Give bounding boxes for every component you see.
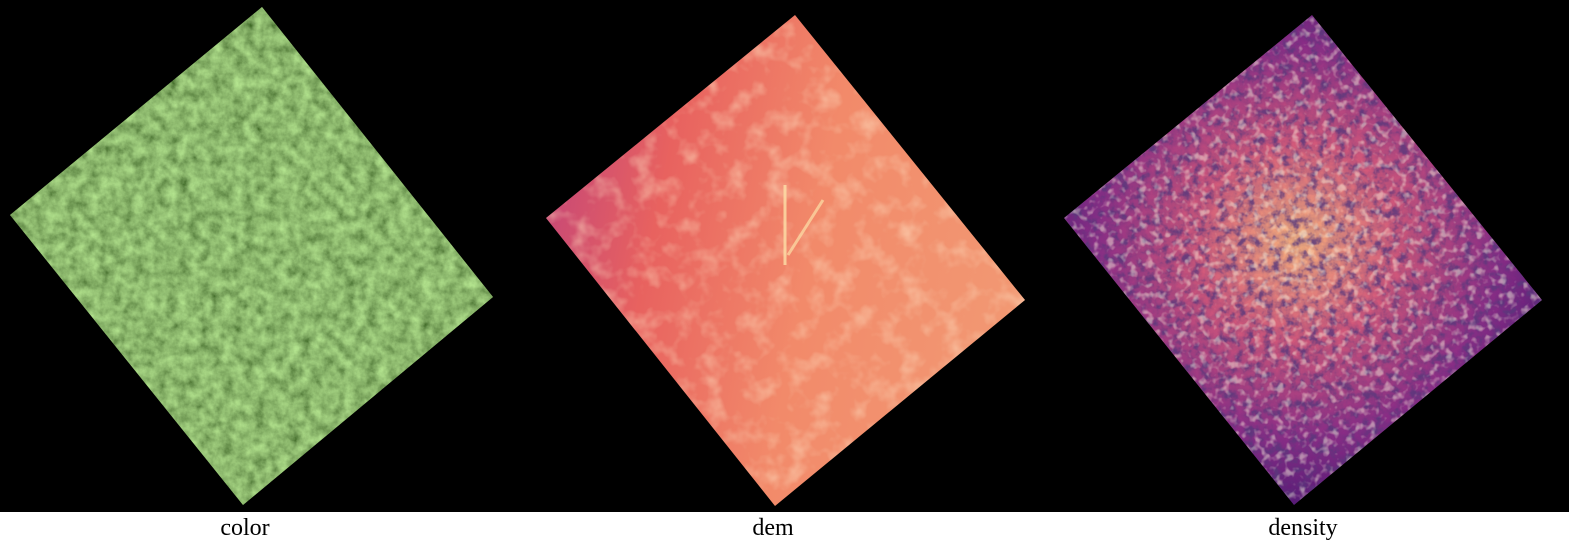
color-caption: color (220, 515, 270, 541)
density-map-panel (1064, 15, 1542, 505)
color-map-panel (10, 7, 493, 505)
density-bright-texture (1064, 15, 1542, 505)
color-texture (10, 7, 493, 505)
dem-map-panel (546, 15, 1025, 506)
density-caption: density (1268, 515, 1338, 541)
dem-caption: dem (752, 515, 794, 541)
